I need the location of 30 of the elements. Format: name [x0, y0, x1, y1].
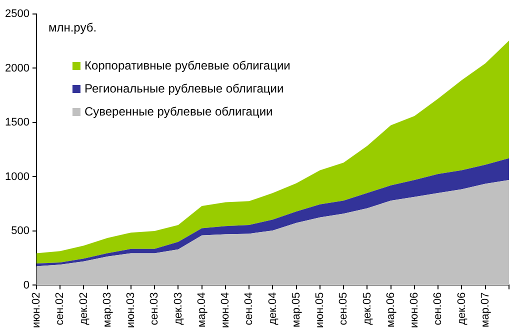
x-tick-label: сен.03	[148, 292, 161, 326]
legend-label: Региональные рублевые облигации	[84, 81, 284, 96]
x-tick-label: сен.02	[54, 292, 66, 326]
x-tick-label: дек.02	[78, 292, 90, 325]
x-tick-label: сен.06	[432, 292, 444, 326]
x-tick-label: июн.02	[30, 292, 42, 328]
x-tick-label: мар.06	[384, 292, 397, 328]
y-tick-label: 2500	[4, 8, 30, 20]
x-tick-label: сен.04	[243, 292, 256, 326]
x-tick-label: мар.03	[101, 292, 114, 328]
x-tick-label: июн.05	[314, 292, 326, 328]
x-tick-label: июн.06	[408, 292, 421, 328]
x-tick-label: дек.03	[172, 292, 184, 325]
y-axis-title: млн.руб.	[48, 20, 97, 34]
y-tick-label: 1000	[4, 170, 30, 183]
legend-label: Корпоративные рублевые облигации	[84, 58, 290, 72]
y-tick-label: 500	[11, 225, 30, 238]
x-tick-label: мар.07	[479, 292, 492, 328]
x-tick-label: мар.05	[290, 292, 302, 328]
x-tick-label: дек.06	[456, 292, 468, 325]
x-tick-label: июн.04	[220, 292, 232, 328]
x-tick-label: мар.04	[196, 292, 208, 328]
legend-label: Суверенные рублевые облигации	[84, 104, 273, 118]
y-tick-label: 0	[23, 279, 30, 292]
x-tick-label: июн.03	[125, 292, 138, 328]
x-tick-label: сен.05	[338, 292, 350, 326]
y-tick-label: 2000	[4, 62, 30, 74]
y-tick-label: 1500	[4, 116, 30, 129]
x-tick-label: дек.05	[361, 292, 374, 325]
x-tick-label: дек.04	[266, 292, 279, 325]
